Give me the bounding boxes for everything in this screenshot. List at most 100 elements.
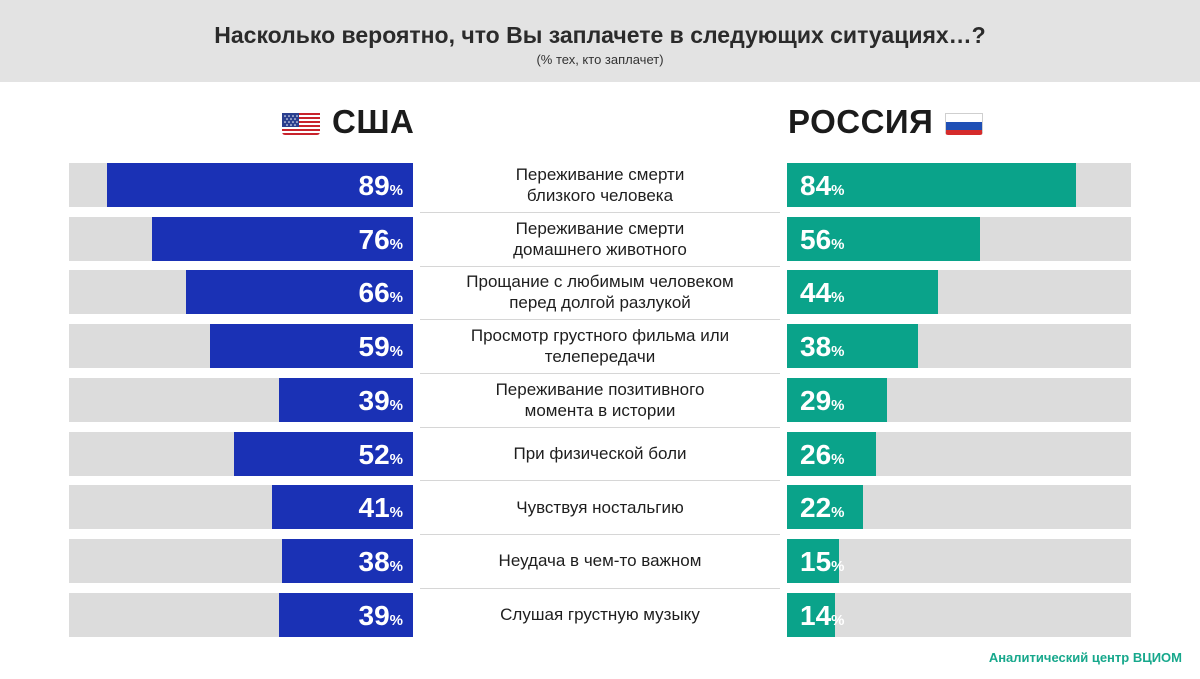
usa-heading: США: [282, 103, 415, 140]
russia-bar: [787, 216, 980, 261]
chart-subtitle: (% тех, кто заплачет): [536, 52, 664, 67]
russia-value: 38: [800, 331, 832, 363]
chart-row: 39% 29% Переживание позитивного момента в …: [0, 377, 1200, 422]
russia-value-label: 29%: [800, 378, 845, 422]
percent-sign: %: [389, 611, 403, 629]
percent-sign: %: [389, 396, 403, 414]
row-divider: [420, 265, 780, 267]
russia-value: 22: [800, 492, 832, 524]
usa-label: США: [332, 103, 415, 140]
russia-bar: [787, 163, 1076, 207]
percent-sign: %: [831, 343, 845, 361]
usa-bar: [106, 163, 413, 207]
row-divider: [420, 587, 780, 589]
chart-row: 52% 26% При физической боли: [0, 431, 1200, 476]
russia-label: РОССИЯ: [788, 103, 934, 140]
usa-bar: [210, 324, 413, 369]
chart-row: 66% 44% Прощание с любимым человеком перед…: [0, 270, 1200, 315]
category-label: Прощание с любимым человеком перед долго…: [466, 272, 734, 313]
row-divider: [420, 426, 780, 428]
usa-value: 59: [358, 331, 390, 363]
russia-track: [787, 592, 1131, 637]
usa-value-label: 39%: [359, 593, 404, 637]
usa-value-label: 89%: [359, 163, 404, 207]
category-label: Неудача в чем-то важном: [498, 551, 702, 571]
row-divider: [420, 319, 780, 321]
russia-value: 14: [800, 599, 832, 631]
category-label: При физической боли: [513, 444, 687, 463]
usa-value: 39: [358, 599, 390, 631]
russia-value-label: 22%: [800, 485, 845, 529]
row-divider: [420, 534, 780, 535]
usa-bar: [282, 538, 413, 583]
header-band: [0, 0, 1200, 82]
russia-bar: [787, 270, 939, 315]
chart-row: 39% 14% Слушая грустную музыку: [0, 592, 1200, 637]
russia-value: 56: [800, 223, 832, 255]
usa-bar: [185, 270, 413, 315]
chart-title: Насколько вероятно, что Вы заплачете в с…: [214, 22, 986, 48]
russia-bar: [787, 431, 877, 476]
russia-bar: [787, 324, 918, 369]
usa-value: 89: [358, 170, 390, 201]
usa-bar: [234, 431, 413, 476]
russia-value: 26: [800, 438, 832, 470]
category-label: Переживание смерти домашнего животного: [513, 218, 687, 259]
usa-bar: [278, 592, 413, 637]
russia-value-label: 14%: [800, 593, 845, 637]
russia-track: [787, 538, 1131, 583]
russia-value-label: 84%: [800, 163, 845, 207]
percent-sign: %: [831, 289, 845, 307]
usa-bar: [278, 377, 413, 422]
percent-sign: %: [389, 182, 403, 199]
category-label: Переживание смерти близкого человека: [515, 165, 685, 205]
usa-value-label: 41%: [359, 485, 404, 529]
russia-value-label: 56%: [800, 217, 845, 261]
category-label: Просмотр грустного фильма или телепереда…: [470, 326, 730, 367]
row-divider: [420, 372, 780, 374]
percent-sign: %: [389, 343, 403, 361]
usa-value: 41: [358, 492, 390, 524]
russia-bar: [787, 485, 863, 530]
percent-sign: %: [389, 289, 403, 307]
ru-flag-icon: [945, 109, 984, 135]
usa-value: 76: [358, 223, 390, 255]
chart-row: 76% 56% Переживание смерти домашнего живот…: [0, 216, 1200, 261]
percent-sign: %: [831, 504, 845, 522]
percent-sign: %: [831, 182, 845, 199]
usa-value-label: 76%: [359, 217, 404, 261]
chart-row: 89% 84% Переживание смерти близкого челове…: [0, 163, 1200, 207]
usa-value: 38: [358, 545, 390, 577]
category-label: Чувствуя ностальгию: [516, 497, 684, 517]
source-credit: Аналитический центр ВЦИОМ: [988, 650, 1182, 665]
percent-sign: %: [831, 396, 845, 414]
russia-heading: РОССИЯ: [788, 103, 984, 140]
percent-sign: %: [831, 611, 845, 629]
usa-value: 52: [358, 438, 390, 470]
category-label: Переживание позитивного момента в истори…: [495, 379, 705, 420]
percent-sign: %: [389, 557, 403, 575]
percent-sign: %: [831, 235, 845, 253]
usa-value-label: 66%: [359, 270, 404, 314]
row-divider: [420, 480, 780, 482]
percent-sign: %: [389, 235, 403, 253]
russia-value: 44: [800, 277, 832, 309]
russia-bar: [787, 377, 887, 422]
usa-bar: [271, 485, 413, 530]
percent-sign: %: [389, 450, 403, 468]
russia-value: 15: [800, 545, 832, 577]
category-label: Слушая грустную музыку: [500, 605, 700, 625]
percent-sign: %: [831, 450, 845, 468]
russia-value: 84: [800, 170, 832, 201]
row-divider: [420, 211, 780, 213]
russia-bar: [787, 538, 839, 583]
usa-value: 39: [358, 384, 390, 416]
usa-value: 66: [358, 277, 390, 309]
usa-value-label: 38%: [359, 539, 404, 583]
usa-value-label: 59%: [359, 324, 404, 368]
percent-sign: %: [389, 504, 403, 522]
russia-value: 29: [800, 384, 832, 416]
us-flag-icon: [282, 109, 320, 135]
usa-value-label: 39%: [359, 378, 404, 422]
percent-sign: %: [831, 557, 845, 575]
